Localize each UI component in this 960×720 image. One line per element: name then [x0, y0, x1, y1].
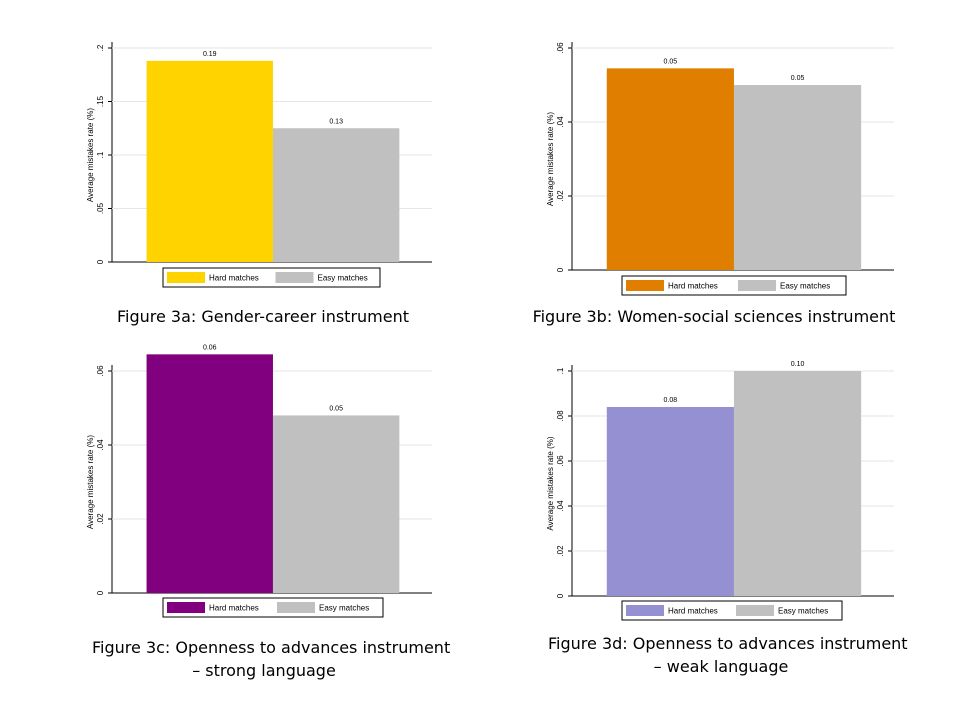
- bar-easy-matches: [272, 415, 400, 593]
- data-label: 0.05: [664, 58, 678, 65]
- legend-label: Hard matches: [668, 282, 718, 291]
- y-tick-label: .04: [556, 500, 565, 512]
- bar-hard-matches: [606, 407, 734, 596]
- y-tick-label: .2: [96, 44, 105, 51]
- y-tick-label: .08: [556, 410, 565, 422]
- data-label: 0.19: [203, 51, 217, 58]
- legend-label: Easy matches: [318, 274, 368, 283]
- caption-line-2: – weak language: [653, 657, 789, 676]
- data-label: 0.08: [664, 397, 678, 404]
- y-tick-label: 0: [556, 267, 565, 272]
- figure-caption-3d: Figure 3d: Openness to advances instrume…: [548, 632, 908, 678]
- y-tick-label: .15: [96, 95, 105, 107]
- caption-line-1: Figure 3c: Openness to advances instrume…: [92, 638, 451, 657]
- figure-caption-3a: Figure 3a: Gender-career instrument: [103, 305, 423, 328]
- y-tick-label: .05: [96, 202, 105, 214]
- caption-line: Figure 3b: Women-social sciences instrum…: [532, 307, 896, 326]
- caption-line-2: – strong language: [192, 661, 336, 680]
- y-tick-label: .02: [556, 190, 565, 202]
- legend-swatch: [167, 272, 205, 283]
- y-tick-label: .06: [556, 455, 565, 467]
- y-tick-label: .02: [96, 513, 105, 525]
- legend-box: [621, 600, 843, 621]
- y-tick-label: 0: [556, 593, 565, 598]
- figure-caption-3b: Figure 3b: Women-social sciences instrum…: [528, 305, 900, 328]
- legend-swatch: [275, 272, 314, 283]
- bar-hard-matches: [146, 354, 273, 593]
- data-label: 0.10: [791, 361, 805, 368]
- legend-swatch: [167, 602, 205, 613]
- legend-swatch: [277, 602, 315, 613]
- y-tick-label: .06: [556, 42, 565, 54]
- y-tick-label: 0: [96, 590, 105, 595]
- legend-box: [621, 275, 847, 296]
- bar-chart-3b: 0 .02 .04 .06 Average mistakes rate (%) 0.05 0…: [546, 42, 894, 296]
- bar-easy-matches: [733, 371, 862, 596]
- y-tick-label: .02: [556, 545, 565, 557]
- bar-chart-3c: 0 .02 .04 .06 Average mistakes rate (%) 0.06 0…: [86, 344, 432, 618]
- legend-label: Hard matches: [209, 604, 259, 613]
- y-tick-label: .04: [96, 439, 105, 451]
- legend-box: [162, 597, 384, 618]
- legend-swatch: [626, 605, 664, 616]
- y-tick-label: 0: [96, 259, 105, 264]
- legend-label: Easy matches: [319, 604, 369, 613]
- bar-easy-matches: [733, 85, 862, 270]
- data-label: 0.05: [329, 405, 343, 412]
- bar-chart-3d: 0 .02 .04 .06 .08 .1 Average mistakes rate (%)…: [546, 361, 894, 621]
- data-label: 0.06: [203, 344, 217, 351]
- y-tick-label: .1: [96, 151, 105, 158]
- y-tick-label: .1: [556, 367, 565, 374]
- legend-swatch: [626, 280, 664, 291]
- legend-swatch: [738, 280, 776, 291]
- legend-label: Easy matches: [778, 607, 828, 616]
- y-axis-label: Average mistakes rate (%): [86, 435, 95, 529]
- bar-chart-3a: 0 .05 .1 .15 .2 Average mistakes rate (%) 0.19…: [86, 42, 432, 288]
- data-label: 0.13: [329, 118, 343, 125]
- y-axis-label: Average mistakes rate (%): [86, 108, 95, 202]
- figure-caption-3c: Figure 3c: Openness to advances instrume…: [92, 636, 451, 682]
- legend-label: Hard matches: [209, 274, 259, 283]
- y-tick-label: .06: [96, 365, 105, 377]
- y-axis-label: Average mistakes rate (%): [546, 112, 555, 206]
- bar-easy-matches: [272, 128, 400, 262]
- bar-hard-matches: [606, 68, 734, 270]
- caption-line-1: Figure 3d: Openness to advances instrume…: [548, 634, 908, 653]
- legend-label: Hard matches: [668, 607, 718, 616]
- y-axis-label: Average mistakes rate (%): [546, 436, 555, 530]
- y-tick-label: .04: [556, 116, 565, 128]
- bar-hard-matches: [146, 60, 273, 263]
- data-label: 0.05: [791, 75, 805, 82]
- legend-label: Easy matches: [780, 282, 830, 291]
- caption-line: Figure 3a: Gender-career instrument: [116, 307, 410, 326]
- legend-swatch: [736, 605, 774, 616]
- legend-box: [162, 267, 381, 288]
